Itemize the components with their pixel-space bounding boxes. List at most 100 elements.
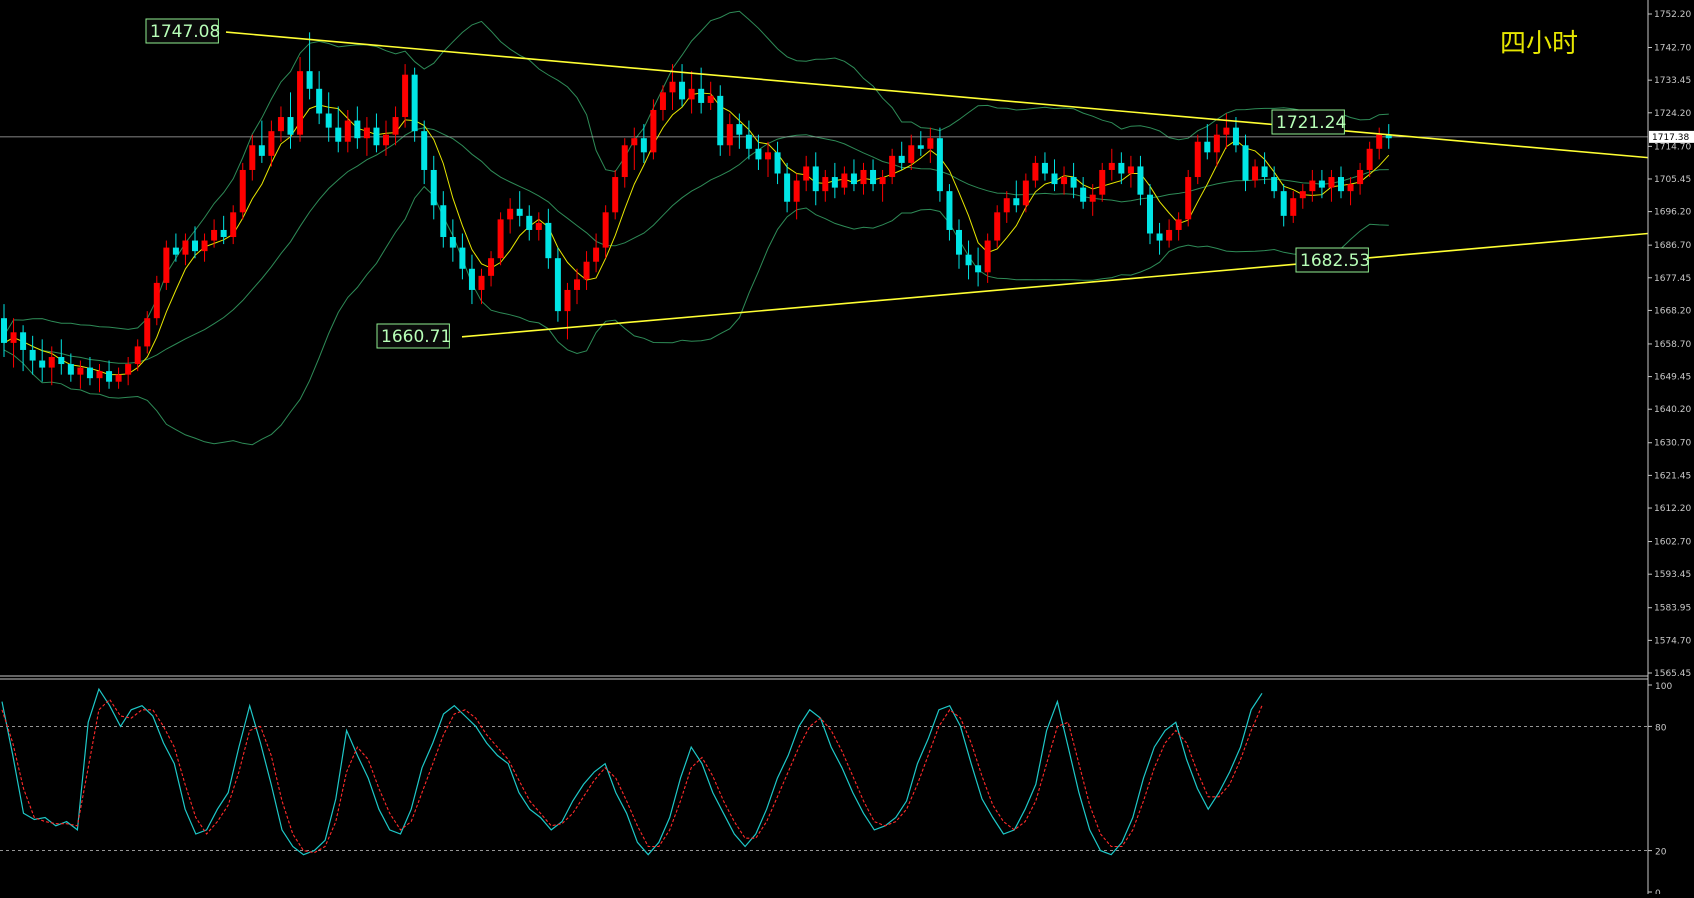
candle-body [765,152,771,160]
candle-body [258,145,265,156]
candle-body [478,275,485,290]
candle-body [1376,134,1383,149]
candle-body [440,205,447,238]
candle-body [211,229,218,241]
candle-body [1223,127,1230,135]
price-tick-label: 1602.70 [1654,538,1691,548]
candle-body [640,138,647,153]
candle-body [125,364,132,375]
bollinger-middle-band [3,127,1389,364]
candle-body [172,247,179,255]
candle-body [1156,233,1163,241]
candle-body [917,145,924,149]
candle-body [908,145,915,163]
candle-body [698,88,705,103]
candle-body [1338,177,1344,192]
candle-body [363,127,370,139]
price-tick-label: 1649.45 [1654,373,1691,383]
candle-body [411,74,418,132]
support-price-label-box [1295,247,1369,273]
candle-body [975,265,982,273]
candle-body [1232,127,1239,146]
stoch-d-line [1,698,1263,854]
price-tick-label: 1668.20 [1654,306,1691,316]
candle-body [1242,145,1249,181]
candle-body [306,71,313,89]
candle-body [1108,162,1115,170]
candle-body [946,191,953,230]
price-tick-label: 1724.20 [1654,109,1691,119]
candle-body [669,81,676,93]
candle-body [679,81,686,100]
candle-body [354,120,361,139]
candle-body [755,148,762,160]
price-tick-label: 1640.20 [1654,405,1691,415]
candle-body [545,222,552,259]
candle-body [153,282,160,319]
candle-body [134,346,141,365]
candle-body [1118,162,1125,174]
stoch-tick-label: 20 [1655,848,1667,858]
candle-body [230,212,237,238]
candle-body [956,229,962,255]
candle-body [1127,166,1134,174]
candle-body [1194,141,1201,178]
candle-body [39,360,46,368]
candle-body [182,240,189,255]
candle-body [86,367,93,379]
support-trendline [461,232,1649,338]
candle-body [144,318,151,347]
price-tick-label: 1583.95 [1654,604,1691,614]
candle-body [1309,180,1316,192]
price-tick-label: 1742.70 [1654,44,1691,54]
price-tick-label: 1630.70 [1654,439,1691,449]
candle-body [402,74,409,118]
candle-body [564,289,571,312]
candle-body [1137,166,1144,195]
candle-body [736,124,743,135]
stoch-tick-label: 80 [1655,723,1667,733]
candle-body [201,240,208,252]
candle-body [20,332,27,350]
price-tick-label: 1714.70 [1654,142,1691,152]
stochastic-panel: 100 80 20 0 [0,682,1672,898]
candle-body [373,127,380,146]
candle-body [984,240,991,273]
low-price-label: 1660.71 [381,327,451,347]
candle-body [1347,184,1354,192]
price-tick-label: 1705.45 [1654,175,1691,185]
candle-body [488,258,495,276]
candle-body [870,169,877,185]
candle-body [860,169,867,185]
annotation-labels: 1747.08 1660.71 1721.24 1682.53 四小时 [145,18,1578,349]
candle-body [1041,162,1048,174]
candle-body [1271,177,1278,192]
price-tick-label: 1593.45 [1654,570,1691,580]
candle-body [392,117,399,135]
candle-body [831,177,838,188]
candle-body [268,131,275,156]
candle-body [965,254,972,266]
candle-body [468,268,475,290]
candle-body [497,219,504,259]
candle-body [316,88,323,114]
candle-body [1261,166,1268,178]
price-tick-label: 1612.20 [1654,504,1691,514]
candle-body [1080,187,1087,202]
stoch-tick-label: 0 [1655,889,1661,894]
candle-body [220,229,227,238]
candle-body [659,92,666,110]
stoch-k-line [1,687,1263,856]
candle-body [1366,148,1373,170]
candle-body [1089,194,1096,202]
candle-body [1185,177,1192,220]
candle-body [1385,134,1392,139]
candle-body [1013,198,1020,206]
resistance-trendline [225,31,1649,159]
main-price-panel [0,10,1649,680]
candle-body [898,155,905,163]
price-tick-label: 1574.70 [1654,636,1691,646]
candle-body [1022,180,1029,206]
price-tick-label: 1733.45 [1654,76,1691,86]
